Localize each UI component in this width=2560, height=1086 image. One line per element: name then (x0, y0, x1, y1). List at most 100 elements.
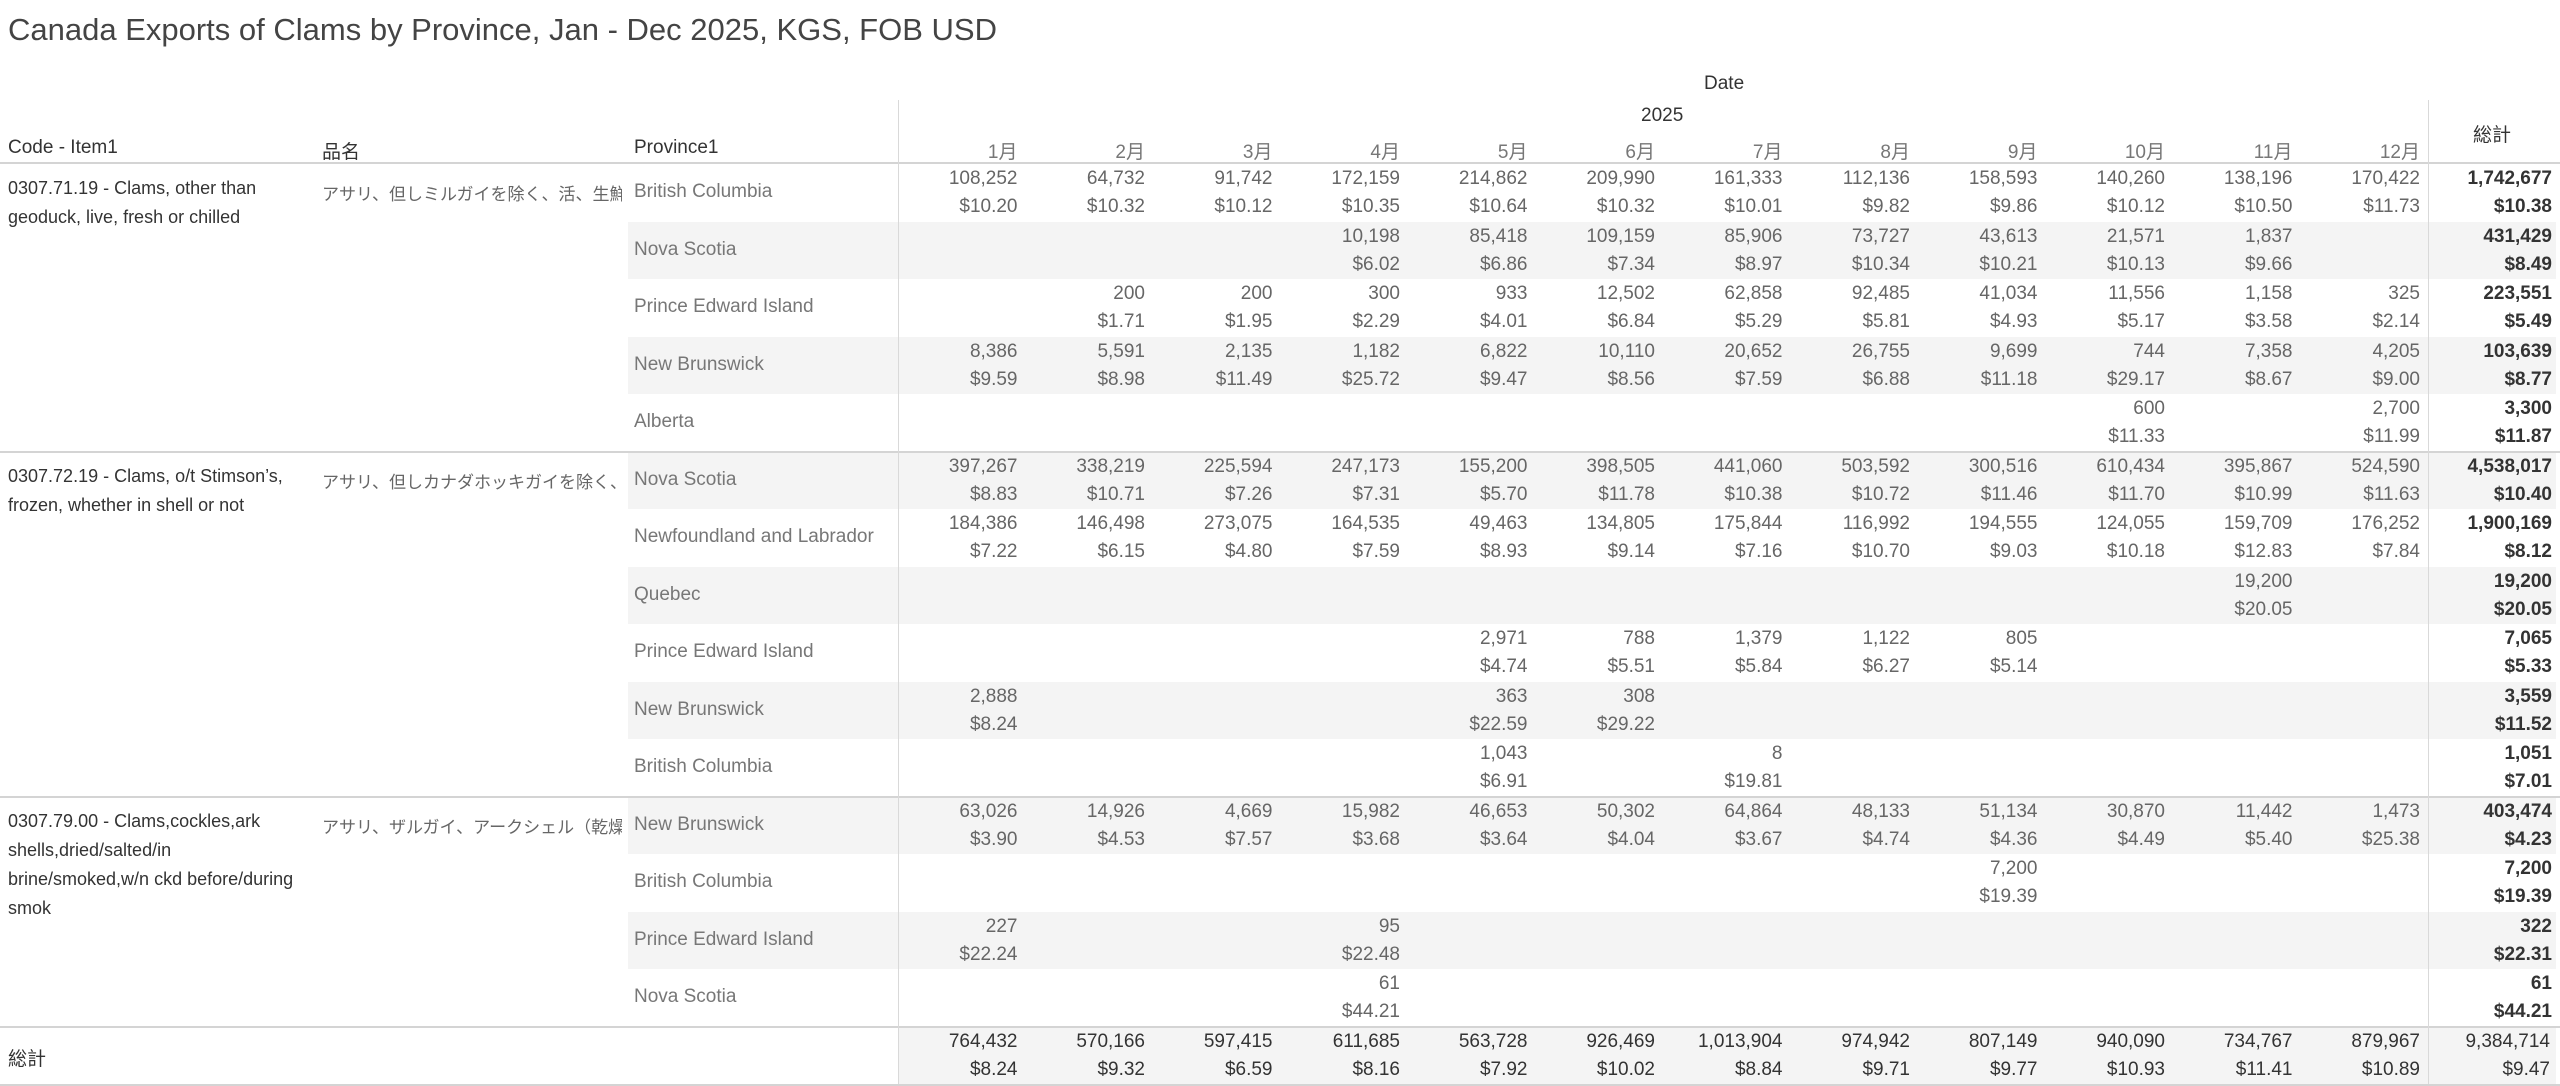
data-cell: 21,571 $10.13 (2045, 223, 2165, 279)
total-quantity: 3,300 (2504, 398, 2552, 419)
province-label: Prince Edward Island (634, 296, 814, 317)
data-cell: 46,653 $3.64 (1408, 798, 1527, 854)
data-cell: 62,858 $5.29 (1663, 280, 1782, 336)
data-cell: 116,992 $10.70 (1790, 510, 1910, 566)
data-cell: 170,422 $11.73 (2300, 165, 2420, 221)
data-cell: 8 $19.81 (1663, 740, 1782, 796)
price-value: $8.56 (1607, 368, 1655, 390)
grand-total-cell: 879,967 $10.89 (2300, 1028, 2420, 1084)
price-value: $9.14 (1607, 541, 1655, 562)
quantity-value: 64,864 (1724, 800, 1783, 822)
data-cell: 12,502 $6.84 (1535, 280, 1655, 336)
data-cell: 85,906 $8.97 (1663, 223, 1782, 279)
price-value: $10.12 (1214, 196, 1273, 217)
data-cell: 610,434 $11.70 (2045, 453, 2165, 509)
data-cell: 155,200 $5.70 (1408, 453, 1528, 509)
row-total-cell: 322 $22.31 (2430, 913, 2552, 969)
month-header: 7月 (1752, 142, 1783, 163)
data-cell: 397,267 $8.83 (898, 453, 1018, 509)
price-value: $10.64 (1469, 196, 1528, 217)
grand-total-overall: 9,384,714 $9.47 (2430, 1028, 2550, 1084)
total-price: $44.21 (2493, 1001, 2552, 1022)
row-total-cell: 1,051 $7.01 (2430, 740, 2552, 796)
grand-total-cell: 764,432 $8.24 (898, 1028, 1018, 1084)
quantity-value: 30,870 (2106, 800, 2165, 822)
data-cell: 11,556 $5.17 (2045, 280, 2165, 336)
price-value: $8.67 (2244, 368, 2293, 390)
data-cell: 338,219 $10.71 (1025, 453, 1145, 509)
price-value: $11.73 (2363, 196, 2420, 217)
price-value: $11.33 (2108, 426, 2165, 447)
data-cell: 2,971 $4.74 (1408, 625, 1528, 681)
data-cell: 503,592 $10.72 (1790, 453, 1910, 509)
price-value: $11.63 (2363, 483, 2420, 505)
quantity-value: 12,502 (1596, 283, 1655, 304)
data-cell: 5,591 $8.98 (1025, 338, 1145, 394)
price-value: $12.83 (2234, 541, 2293, 562)
data-cell: 214,862 $10.64 (1408, 165, 1528, 221)
price-value: $4.01 (1479, 311, 1528, 332)
total-price: $8.12 (2504, 541, 2552, 562)
price-value: $9.32 (1097, 1058, 1145, 1080)
price-value: $10.01 (1724, 196, 1783, 217)
price-value: $7.92 (1479, 1058, 1528, 1080)
quantity-value: 92,485 (1851, 283, 1910, 304)
total-price: $19.39 (2493, 886, 2552, 907)
price-value: $11.70 (2108, 483, 2165, 505)
data-cell: 200 $1.95 (1153, 280, 1273, 336)
price-value: $7.16 (1734, 541, 1783, 562)
data-cell: 7,358 $8.67 (2173, 338, 2293, 394)
total-price: $10.38 (2493, 196, 2552, 217)
month-header: 1月 (987, 142, 1018, 163)
province-label: New Brunswick (634, 698, 764, 720)
data-cell: 325 $2.14 (2300, 280, 2420, 336)
quantity-value: 91,742 (1214, 168, 1273, 189)
quantity-value: 2,888 (969, 685, 1018, 707)
price-value: $9.66 (2244, 253, 2293, 275)
quantity-value: 164,535 (1331, 513, 1400, 534)
quantity-value: 7,200 (1989, 858, 2038, 879)
month-header: 5月 (1497, 142, 1528, 163)
quantity-value: 1,182 (1352, 340, 1400, 362)
quantity-value: 134,805 (1586, 513, 1655, 534)
total-quantity: 7,065 (2504, 628, 2552, 649)
price-value: $8.83 (969, 483, 1018, 505)
price-value: $2.29 (1352, 311, 1400, 332)
quantity-value: 14,926 (1086, 800, 1145, 822)
price-value: $4.04 (1607, 828, 1655, 850)
row-band (628, 681, 2556, 739)
data-cell: 1,379 $5.84 (1663, 625, 1783, 681)
price-value: $10.18 (2106, 541, 2165, 562)
price-value: $10.72 (1851, 483, 1910, 505)
province-label: Nova Scotia (634, 238, 737, 260)
price-value: $3.68 (1352, 828, 1400, 850)
data-cell: 6,822 $9.47 (1408, 338, 1528, 394)
price-value: $5.81 (1862, 311, 1910, 332)
quantity-value: 807,149 (1968, 1030, 2038, 1052)
quantity-value: 26,755 (1851, 340, 1910, 362)
row-band (628, 336, 2556, 394)
price-value: $8.16 (1352, 1058, 1400, 1080)
quantity-value: 325 (2388, 283, 2420, 304)
data-cell: 1,043 $6.91 (1408, 740, 1528, 796)
quantity-value: 200 (1113, 283, 1145, 304)
quantity-value: 363 (1495, 685, 1528, 707)
quantity-value: 308 (1623, 685, 1655, 707)
price-value: $6.84 (1607, 311, 1655, 332)
price-value: $11.41 (2235, 1058, 2293, 1080)
quantity-value: 225,594 (1203, 455, 1273, 477)
grand-total-band (898, 1026, 2556, 1084)
quantity-value: 441,060 (1713, 455, 1783, 477)
quantity-value: 11,442 (2235, 800, 2293, 822)
price-value: $9.71 (1862, 1058, 1910, 1080)
data-cell: 164,535 $7.59 (1280, 510, 1400, 566)
data-cell: 805 $5.14 (1918, 625, 2038, 681)
quantity-value: 200 (1240, 283, 1273, 304)
price-value: $6.59 (1224, 1058, 1273, 1080)
row-band (628, 911, 2556, 969)
price-value: $9.03 (1989, 541, 2038, 562)
data-cell: 273,075 $4.80 (1153, 510, 1273, 566)
quantity-value: 138,196 (2223, 168, 2293, 189)
data-cell: 108,252 $10.20 (898, 165, 1018, 221)
quantity-value: 597,415 (1203, 1030, 1273, 1052)
